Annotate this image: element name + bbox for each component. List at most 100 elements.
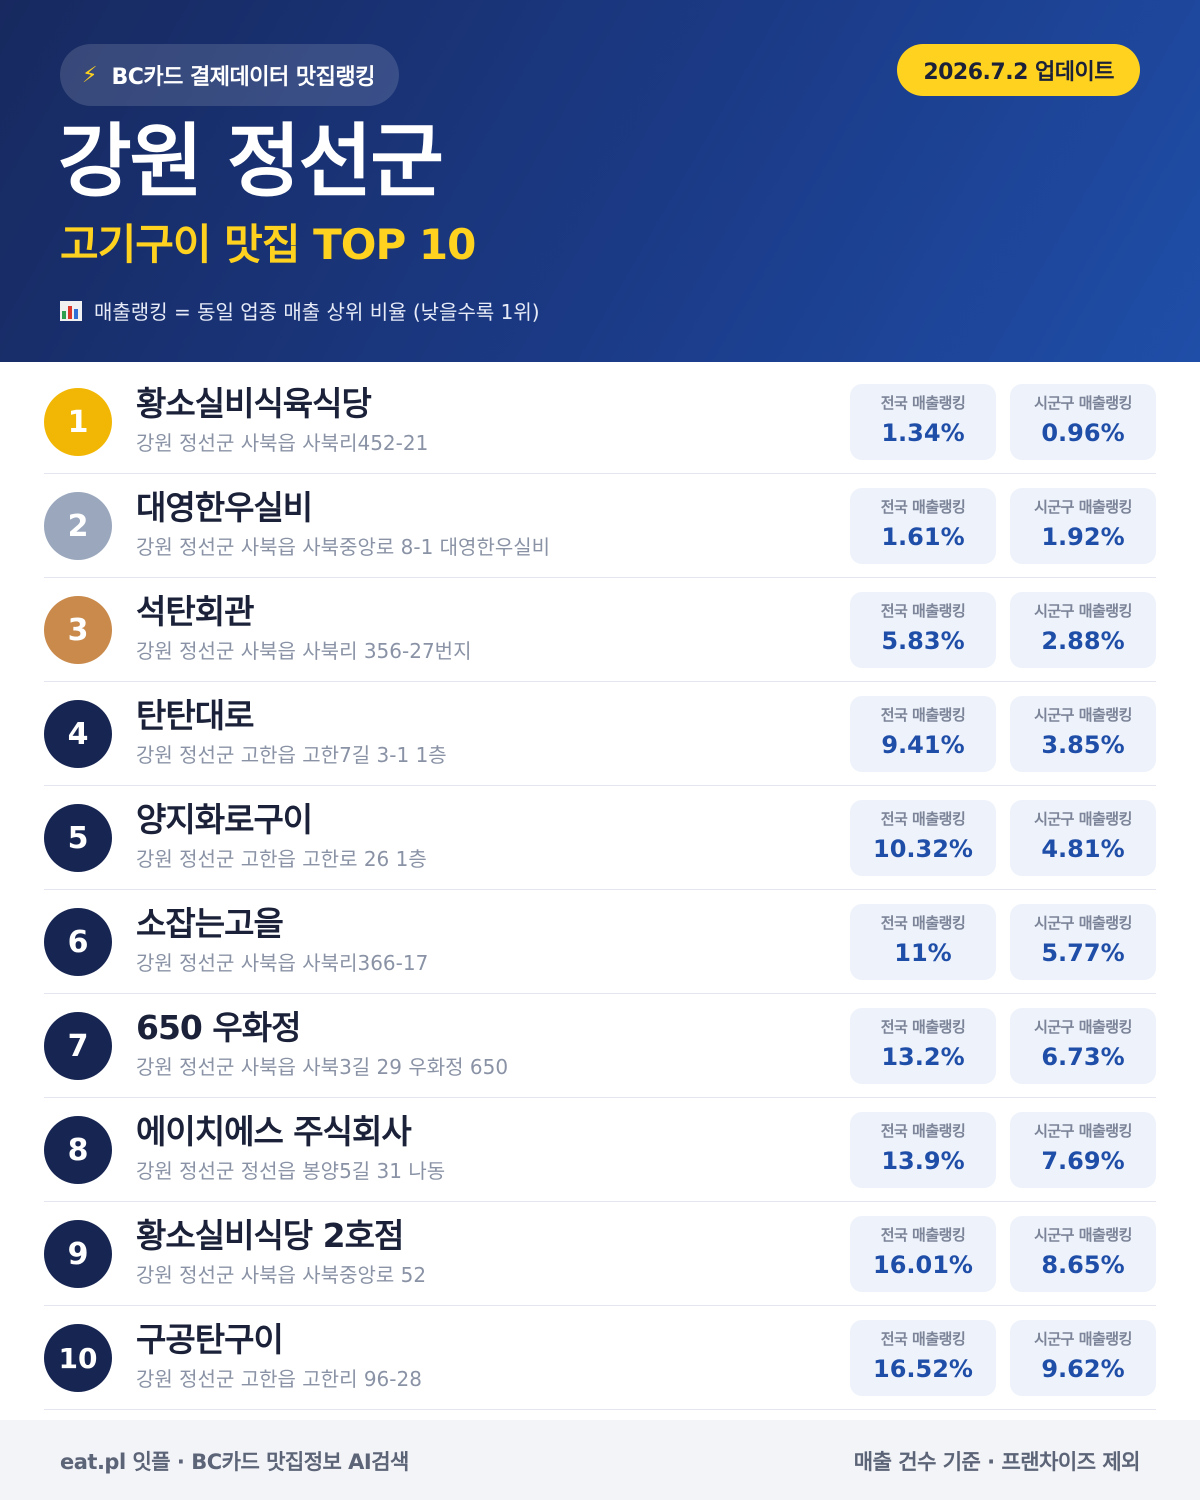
local-ranking-card: 시군구 매출랭킹 6.73%	[1010, 1008, 1156, 1084]
local-ranking-value: 7.69%	[1041, 1147, 1125, 1175]
local-ranking-card: 시군구 매출랭킹 9.62%	[1010, 1320, 1156, 1396]
footer: eat.pl 잇플 · BC카드 맛집정보 AI검색 매출 건수 기준 · 프랜…	[0, 1420, 1200, 1500]
rank-badge: 3	[44, 596, 112, 664]
national-ranking-label: 전국 매출랭킹	[880, 1122, 966, 1140]
restaurant-address: 강원 정선군 사북읍 사북리 356-27번지	[136, 639, 472, 663]
restaurant-row[interactable]: 7 650 우화정 강원 정선군 사북읍 사북3길 29 우화정 650 전국 매출랭…	[44, 994, 1156, 1098]
national-ranking-card: 전국 매출랭킹 13.2%	[850, 1008, 996, 1084]
local-ranking-label: 시군구 매출랭킹	[1034, 1330, 1132, 1348]
national-ranking-card: 전국 매출랭킹 16.52%	[850, 1320, 996, 1396]
local-ranking-value: 8.65%	[1041, 1251, 1125, 1279]
local-ranking-value: 1.92%	[1041, 523, 1125, 551]
region-title: 강원 정선군	[58, 115, 444, 208]
national-ranking-value: 11%	[894, 939, 952, 967]
local-ranking-label: 시군구 매출랭킹	[1034, 810, 1132, 828]
local-ranking-card: 시군구 매출랭킹 2.88%	[1010, 592, 1156, 668]
local-ranking-value: 2.88%	[1041, 627, 1125, 655]
local-ranking-value: 9.62%	[1041, 1355, 1125, 1383]
local-ranking-value: 0.96%	[1041, 419, 1125, 447]
restaurant-address: 강원 정선군 사북읍 사북리366-17	[136, 951, 429, 975]
national-ranking-value: 1.61%	[881, 523, 965, 551]
local-ranking-label: 시군구 매출랭킹	[1034, 706, 1132, 724]
local-ranking-label: 시군구 매출랭킹	[1034, 602, 1132, 620]
local-ranking-card: 시군구 매출랭킹 3.85%	[1010, 696, 1156, 772]
restaurant-address: 강원 정선군 사북읍 사북중앙로 52	[136, 1263, 427, 1287]
restaurant-address: 강원 정선군 고한읍 고한로 26 1층	[136, 847, 427, 871]
restaurant-name[interactable]: 에이치에스 주식회사	[136, 1112, 412, 1151]
restaurant-address: 강원 정선군 사북읍 사북중앙로 8-1 대영한우실비	[136, 535, 551, 559]
local-ranking-label: 시군구 매출랭킹	[1034, 1122, 1132, 1140]
local-ranking-card: 시군구 매출랭킹 4.81%	[1010, 800, 1156, 876]
ranking-legend: 매출랭킹 = 동일 업종 매출 상위 비율 (낮을수록 1위)	[60, 296, 540, 325]
national-ranking-label: 전국 매출랭킹	[880, 1226, 966, 1244]
restaurant-name[interactable]: 탄탄대로	[136, 696, 254, 735]
restaurant-name[interactable]: 황소실비식당 2호점	[136, 1216, 404, 1255]
national-ranking-label: 전국 매출랭킹	[880, 394, 966, 412]
restaurant-address: 강원 정선군 사북읍 사북3길 29 우화정 650	[136, 1055, 509, 1079]
national-ranking-value: 16.52%	[873, 1355, 973, 1383]
national-ranking-value: 10.32%	[873, 835, 973, 863]
category-subtitle: 고기구이 맛집 TOP 10	[60, 220, 476, 269]
local-ranking-label: 시군구 매출랭킹	[1034, 914, 1132, 932]
restaurant-name[interactable]: 구공탄구이	[136, 1320, 284, 1359]
footer-note: 매출 건수 기준 · 프랜차이즈 제외	[853, 1450, 1141, 1474]
rank-badge: 5	[44, 804, 112, 872]
national-ranking-card: 전국 매출랭킹 13.9%	[850, 1112, 996, 1188]
national-ranking-value: 5.83%	[881, 627, 965, 655]
restaurant-address: 강원 정선군 사북읍 사북리452-21	[136, 431, 429, 455]
source-badge: ⚡ BC카드 결제데이터 맛집랭킹	[60, 44, 399, 106]
restaurant-name[interactable]: 대영한우실비	[136, 488, 313, 527]
national-ranking-card: 전국 매출랭킹 16.01%	[850, 1216, 996, 1292]
lightning-bolt-icon: ⚡	[82, 62, 98, 88]
national-ranking-label: 전국 매출랭킹	[880, 498, 966, 516]
local-ranking-label: 시군구 매출랭킹	[1034, 498, 1132, 516]
rank-badge: 9	[44, 1220, 112, 1288]
footer-source: eat.pl 잇플 · BC카드 맛집정보 AI검색	[60, 1450, 409, 1474]
national-ranking-label: 전국 매출랭킹	[880, 706, 966, 724]
local-ranking-value: 4.81%	[1041, 835, 1125, 863]
restaurant-name[interactable]: 양지화로구이	[136, 800, 313, 839]
local-ranking-label: 시군구 매출랭킹	[1034, 1226, 1132, 1244]
restaurant-name[interactable]: 황소실비식육식당	[136, 384, 372, 423]
rank-badge: 4	[44, 700, 112, 768]
national-ranking-value: 16.01%	[873, 1251, 973, 1279]
local-ranking-value: 6.73%	[1041, 1043, 1125, 1071]
rank-badge: 8	[44, 1116, 112, 1184]
rank-badge: 1	[44, 388, 112, 456]
restaurant-name[interactable]: 650 우화정	[136, 1008, 301, 1047]
national-ranking-label: 전국 매출랭킹	[880, 1330, 966, 1348]
local-ranking-label: 시군구 매출랭킹	[1034, 394, 1132, 412]
rank-badge: 10	[44, 1324, 112, 1392]
national-ranking-value: 13.9%	[881, 1147, 965, 1175]
national-ranking-card: 전국 매출랭킹 1.61%	[850, 488, 996, 564]
restaurant-address: 강원 정선군 고한읍 고한리 96-28	[136, 1367, 422, 1391]
national-ranking-card: 전국 매출랭킹 1.34%	[850, 384, 996, 460]
rank-badge: 6	[44, 908, 112, 976]
local-ranking-value: 5.77%	[1041, 939, 1125, 967]
header-banner: ⚡ BC카드 결제데이터 맛집랭킹 2026.7.2 업데이트 강원 정선군 고…	[0, 0, 1200, 362]
national-ranking-card: 전국 매출랭킹 11%	[850, 904, 996, 980]
restaurant-address: 강원 정선군 정선읍 봉양5길 31 나동	[136, 1159, 446, 1183]
restaurant-name[interactable]: 석탄회관	[136, 592, 254, 631]
national-ranking-card: 전국 매출랭킹 5.83%	[850, 592, 996, 668]
update-date-badge: 2026.7.2 업데이트	[897, 44, 1140, 96]
rank-badge: 2	[44, 492, 112, 560]
national-ranking-label: 전국 매출랭킹	[880, 810, 966, 828]
restaurant-row[interactable]: 4 탄탄대로 강원 정선군 고한읍 고한7길 3-1 1층 전국 매출랭킹 9.41% 시…	[44, 682, 1156, 786]
national-ranking-label: 전국 매출랭킹	[880, 914, 966, 932]
national-ranking-card: 전국 매출랭킹 10.32%	[850, 800, 996, 876]
legend-text: 매출랭킹 = 동일 업종 매출 상위 비율 (낮을수록 1위)	[94, 300, 540, 324]
local-ranking-card: 시군구 매출랭킹 7.69%	[1010, 1112, 1156, 1188]
national-ranking-label: 전국 매출랭킹	[880, 1018, 966, 1036]
local-ranking-value: 3.85%	[1041, 731, 1125, 759]
restaurant-name[interactable]: 소잡는고을	[136, 904, 284, 943]
